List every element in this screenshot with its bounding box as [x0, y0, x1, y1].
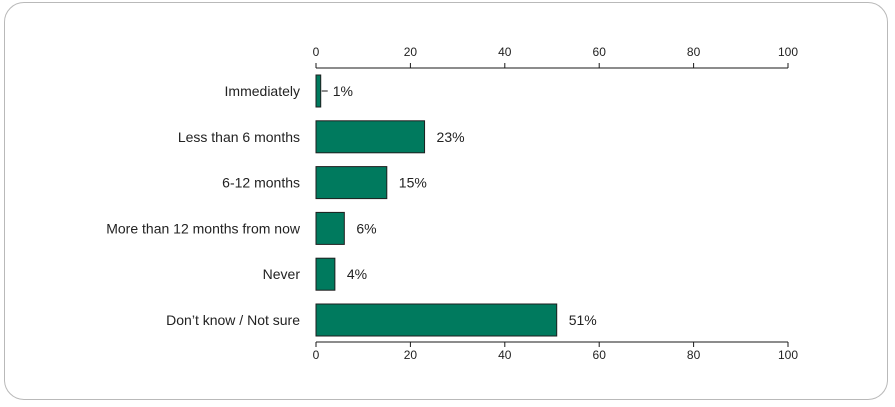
value-label: 6% — [356, 220, 376, 236]
top-tick-label: 100 — [778, 45, 798, 59]
category-label: More than 12 months from now — [106, 220, 301, 236]
bottom-axis: 0 20 40 60 80 100 — [313, 341, 798, 362]
bottom-tick-label: 40 — [498, 348, 512, 362]
bar — [315, 211, 345, 245]
top-tick-label: 0 — [313, 45, 320, 59]
category-labels: Immediately Less than 6 months 6-12 months… — [106, 83, 301, 328]
top-tick-label: 20 — [404, 45, 418, 59]
value-label: 4% — [347, 266, 367, 282]
category-label: Don’t know / Not sure — [166, 312, 300, 328]
top-tick-label: 80 — [687, 45, 701, 59]
bottom-tick-label: 80 — [687, 348, 701, 362]
bottom-tick-label: 0 — [313, 348, 320, 362]
top-axis: 0 20 40 60 80 100 — [313, 45, 798, 69]
value-label: 1% — [333, 83, 353, 99]
bar — [315, 257, 336, 291]
value-labels: 1% 23% 15% 6% 4% 51% — [321, 83, 597, 328]
value-label: 23% — [437, 129, 465, 145]
category-label: 6-12 months — [222, 175, 300, 191]
bottom-tick-label: 60 — [593, 348, 607, 362]
bar — [315, 74, 322, 108]
category-label: Less than 6 months — [178, 129, 300, 145]
category-label: Immediately — [225, 83, 300, 99]
value-label: 51% — [569, 312, 597, 328]
top-tick-label: 60 — [593, 45, 607, 59]
bars — [315, 74, 558, 337]
bar — [315, 120, 426, 154]
bottom-tick-label: 100 — [778, 348, 798, 362]
bar — [315, 166, 388, 200]
top-tick-label: 40 — [498, 45, 512, 59]
bottom-tick-label: 20 — [404, 348, 418, 362]
value-label: 15% — [399, 175, 427, 191]
category-label: Never — [263, 266, 301, 282]
bar — [315, 303, 558, 337]
